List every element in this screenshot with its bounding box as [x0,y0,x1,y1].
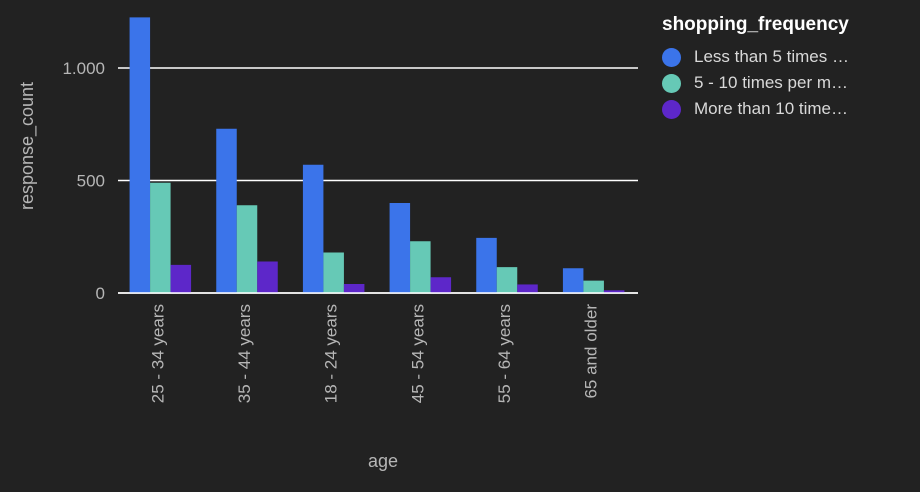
x-axis-title: age [368,451,398,471]
bar-2-6 [583,280,604,293]
legend-item-series-2[interactable]: 5 - 10 times per m… [662,70,912,96]
x-tick-label-5: 55 - 64 years [495,304,514,403]
legend-label-series-3: More than 10 time… [694,99,849,118]
x-tick-label-6: 65 and older [582,304,601,399]
legend: shopping_frequency Less than 5 times … 5… [662,14,912,122]
bar-2-4 [410,241,431,293]
bar-1-4 [389,203,411,293]
y-axis-title: response_count [17,82,38,210]
bar-1-3 [302,164,324,293]
y-tick-label-0: 0 [96,284,105,303]
bar-3-2 [257,261,278,293]
bar-2-5 [496,267,518,293]
bar-3-6 [603,290,625,293]
x-tick-label-2: 35 - 44 years [235,304,254,403]
bar-3-3 [343,284,365,293]
bar-3-1 [170,264,192,293]
legend-item-series-3[interactable]: More than 10 time… [662,96,912,122]
bar-3-5 [517,284,538,293]
x-tick-label-4: 45 - 54 years [408,304,427,403]
x-tick-label-3: 18 - 24 years [322,304,341,403]
bar-1-1 [129,17,151,293]
bar-2-1 [150,182,171,293]
legend-item-series-1[interactable]: Less than 5 times … [662,44,912,70]
legend-swatch-series-3 [662,99,681,119]
bar-2-3 [323,252,344,293]
y-tick-label-1: 500 [77,172,105,191]
legend-swatch-series-1 [662,47,681,67]
legend-label-series-1: Less than 5 times … [694,47,849,66]
y-tick-label-2: 1.000 [62,59,105,78]
bar-2-2 [236,205,258,293]
legend-title: shopping_frequency [662,14,849,35]
legend-label-series-2: 5 - 10 times per m… [694,73,848,92]
bar-1-5 [476,237,497,293]
x-tick-label-1: 25 - 34 years [148,304,167,403]
legend-swatch-series-2 [662,73,681,93]
bar-3-4 [430,277,452,293]
bar-1-2 [216,128,237,293]
bar-1-6 [562,268,584,293]
